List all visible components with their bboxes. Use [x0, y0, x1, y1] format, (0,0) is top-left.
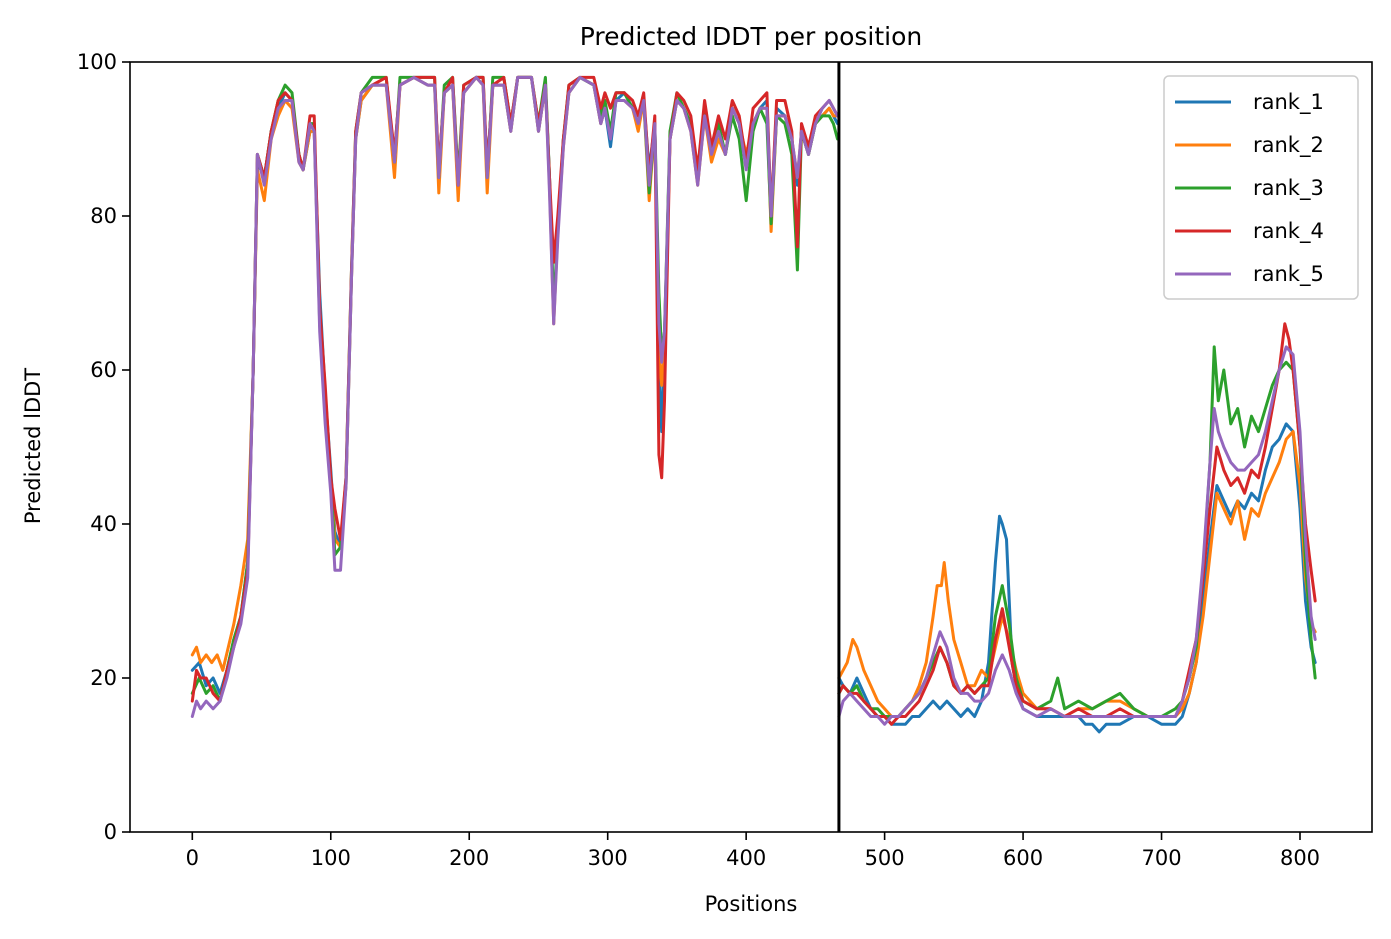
- series-line-rank-4: [190, 75, 1317, 726]
- legend-entry-label: rank_1: [1253, 90, 1324, 115]
- x-tick-label: 500: [865, 846, 905, 870]
- y-tick-label: 40: [90, 512, 117, 536]
- y-tick-label: 0: [104, 820, 117, 844]
- x-tick-label: 700: [1141, 846, 1181, 870]
- x-tick-label: 800: [1280, 846, 1320, 870]
- legend-entry-label: rank_5: [1253, 262, 1324, 287]
- y-axis: 0 20 40 60 80 100: [77, 50, 130, 844]
- x-tick-label: 100: [311, 846, 351, 870]
- legend: rank_1 rank_2 rank_3 rank_4 rank_5: [1163, 75, 1359, 300]
- chart-title: Predicted lDDT per position: [580, 22, 922, 51]
- x-tick-label: 0: [186, 846, 199, 870]
- legend-entry-label: rank_2: [1253, 133, 1324, 158]
- series-line-rank-5: [190, 75, 1317, 726]
- x-tick-label: 400: [726, 846, 766, 870]
- legend-box: [1163, 75, 1359, 300]
- y-tick-label: 60: [90, 358, 117, 382]
- series-line-rank-1: [190, 75, 1317, 734]
- y-tick-label: 80: [90, 204, 117, 228]
- plot-frame: [129, 61, 1373, 833]
- plot-area: [190, 75, 1317, 734]
- legend-entry-label: rank_4: [1253, 219, 1324, 244]
- y-tick-label: 100: [77, 50, 117, 74]
- y-axis-label: Predicted lDDT: [21, 368, 45, 524]
- y-tick-label: 20: [90, 666, 117, 690]
- legend-entry-label: rank_3: [1253, 176, 1324, 201]
- x-tick-label: 200: [449, 846, 489, 870]
- x-tick-label: 600: [1003, 846, 1043, 870]
- series-line-rank-2: [190, 75, 1317, 718]
- x-axis: 0 100 200 300 400 500 600 700 800: [186, 832, 1320, 870]
- x-tick-label: 300: [588, 846, 628, 870]
- series-line-rank-3: [190, 75, 1317, 718]
- x-axis-label: Positions: [705, 892, 798, 916]
